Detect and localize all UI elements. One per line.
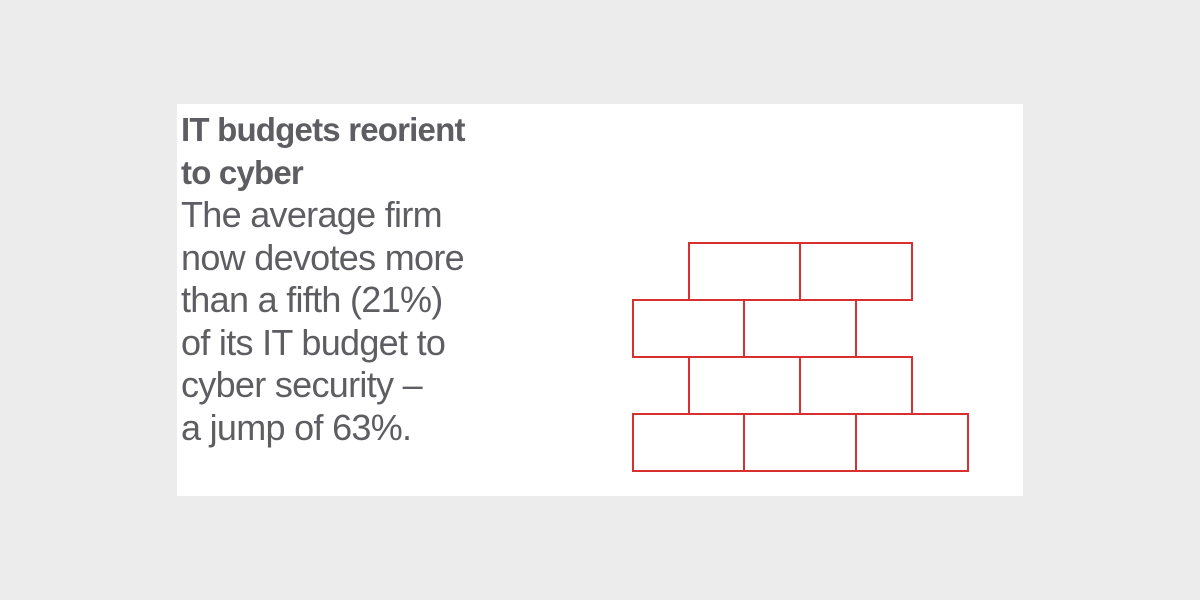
brick — [799, 242, 913, 301]
brick — [855, 413, 969, 472]
brick — [632, 299, 745, 358]
text-block: IT budgets reorient to cyber The average… — [181, 108, 601, 449]
brick — [688, 356, 801, 415]
headline: IT budgets reorient to cyber — [181, 111, 465, 191]
brick-wall-icon — [632, 242, 969, 472]
brick — [632, 413, 745, 472]
body-copy: The average firm now devotes more than a… — [181, 194, 465, 448]
brick — [743, 299, 857, 358]
brick — [688, 242, 801, 301]
brick — [799, 356, 913, 415]
brick — [743, 413, 857, 472]
